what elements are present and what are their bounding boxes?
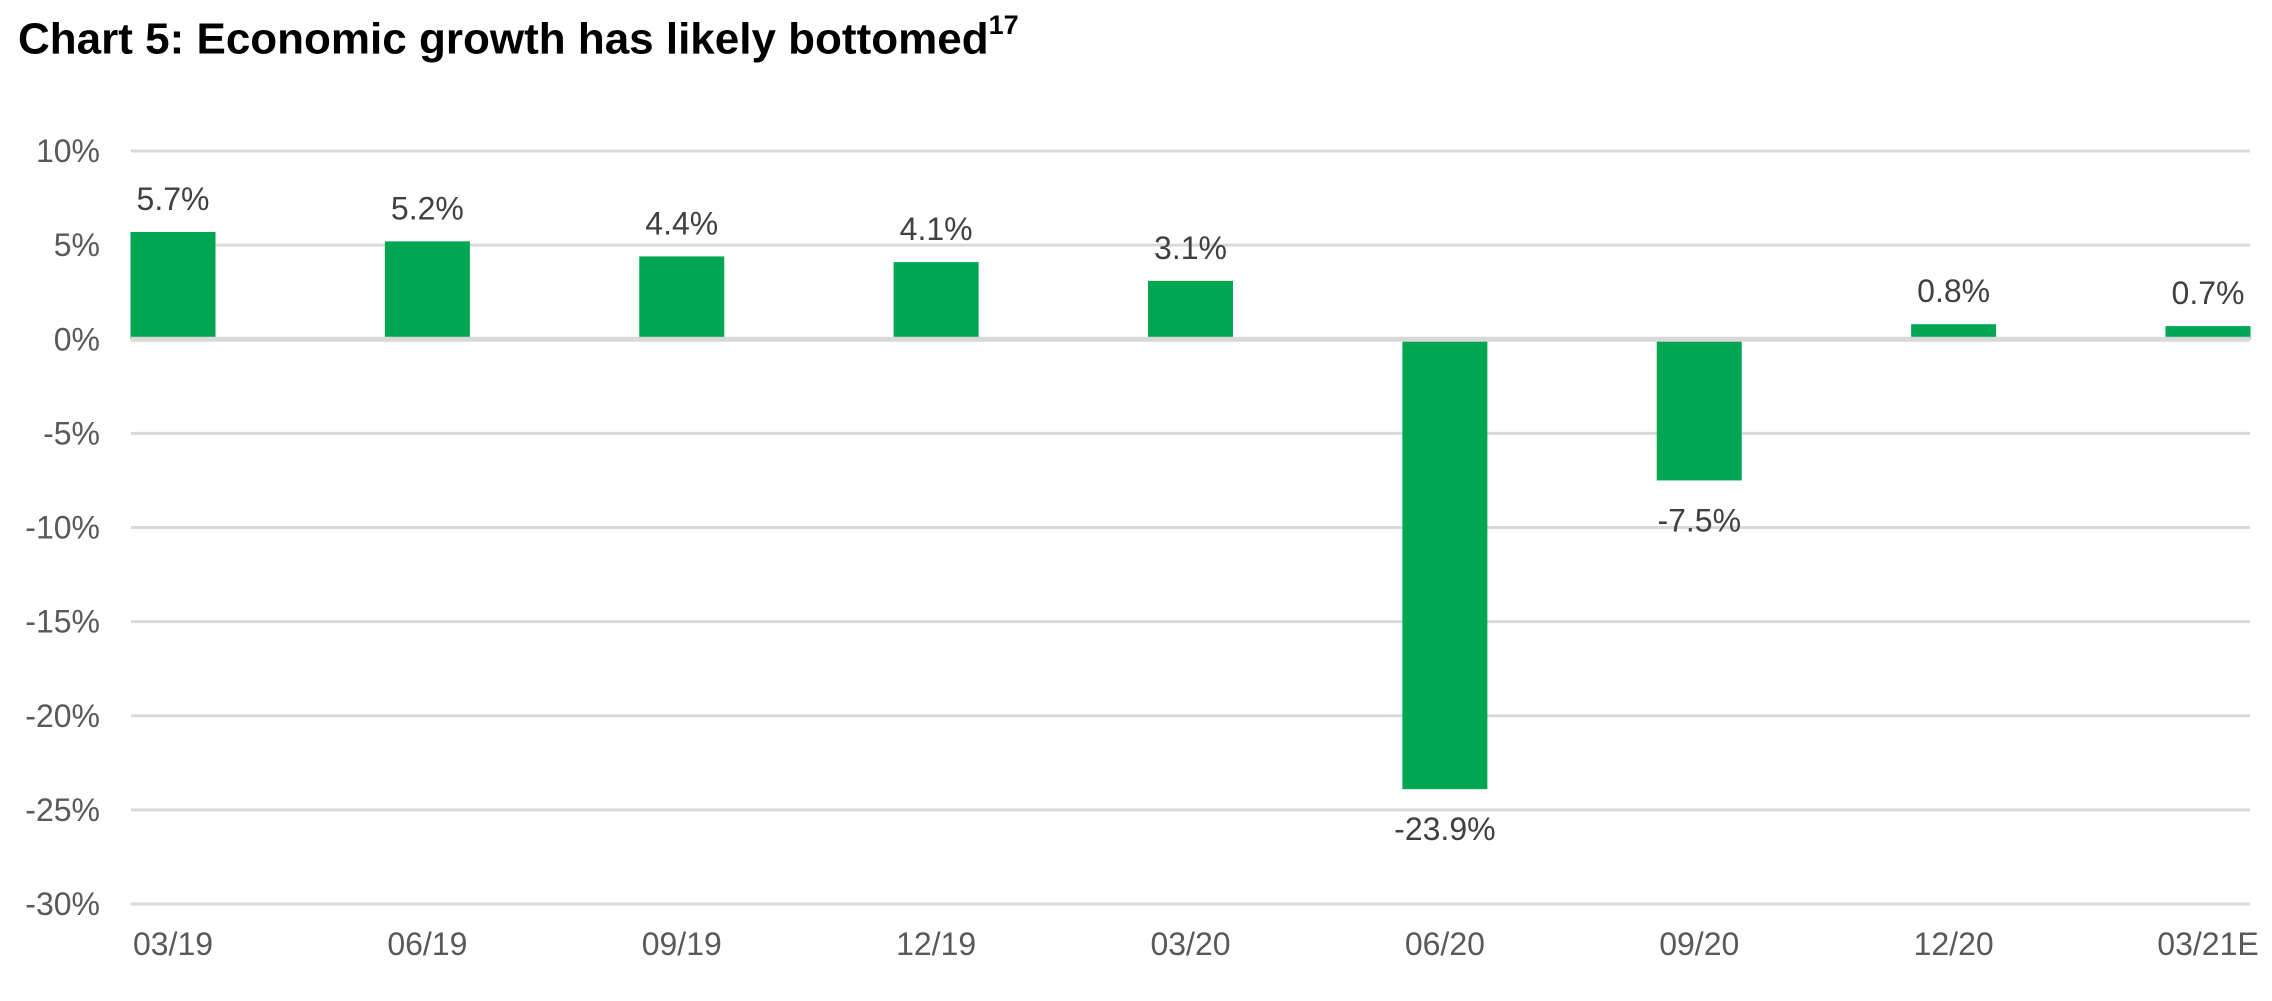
data-label: 4.1% [900, 211, 973, 247]
data-label: -7.5% [1657, 502, 1741, 538]
bar-12-20 [1911, 324, 1997, 340]
x-tick-label: 06/19 [387, 926, 467, 962]
bar-03-20 [1148, 280, 1233, 340]
y-tick-label: -30% [25, 886, 100, 922]
data-label: 5.2% [391, 190, 464, 226]
bar-09-20 [1656, 339, 1742, 481]
x-axis-ticks: 03/19 06/19 09/19 12/19 03/20 06/20 09/20 12/20… [133, 926, 2259, 962]
data-label: -23.9% [1394, 811, 1495, 847]
data-label: 0.7% [2172, 275, 2245, 311]
y-tick-label: -25% [25, 792, 100, 828]
y-axis-ticks: 10% 5% 0% -5% -10% -15% -20% -25% -30% [25, 133, 100, 922]
data-label: 4.4% [645, 205, 718, 241]
x-tick-label: 09/19 [642, 926, 722, 962]
y-tick-label: 0% [54, 321, 100, 357]
x-tick-label: 03/21E [2157, 926, 2258, 962]
x-tick-label: 03/20 [1150, 926, 1230, 962]
bar-06-19 [384, 241, 470, 340]
gridlines [131, 149, 2250, 906]
y-tick-label: 5% [54, 227, 100, 263]
y-tick-label: -5% [43, 415, 100, 451]
data-label: 3.1% [1154, 230, 1227, 266]
x-tick-label: 12/19 [896, 926, 976, 962]
y-tick-label: 10% [36, 133, 100, 169]
y-tick-label: -10% [25, 510, 100, 546]
data-label: 5.7% [137, 181, 210, 217]
bar-03-19 [130, 231, 216, 340]
bar-09-19 [639, 256, 725, 340]
bar-03-21e [2165, 326, 2251, 340]
chart-title-footnote: 17 [988, 10, 1019, 40]
bar-12-19 [893, 262, 979, 340]
chart-title: Chart 5: Economic growth has likely bott… [18, 10, 1019, 65]
chart-title-text: Chart 5: Economic growth has likely bott… [18, 14, 989, 64]
data-label: 0.8% [1917, 273, 1990, 309]
y-tick-label: -20% [25, 698, 100, 734]
x-tick-label: 12/20 [1914, 926, 1994, 962]
bars [130, 231, 2251, 790]
x-tick-label: 06/20 [1405, 926, 1485, 962]
y-tick-label: -15% [25, 604, 100, 640]
x-tick-label: 09/20 [1659, 926, 1739, 962]
data-labels: 5.7% 5.2% 4.4% 4.1% 3.1% -23.9% -7.5% 0.8% 0.7% [137, 181, 2245, 847]
x-tick-label: 03/19 [133, 926, 213, 962]
bar-06-20 [1402, 339, 1488, 790]
